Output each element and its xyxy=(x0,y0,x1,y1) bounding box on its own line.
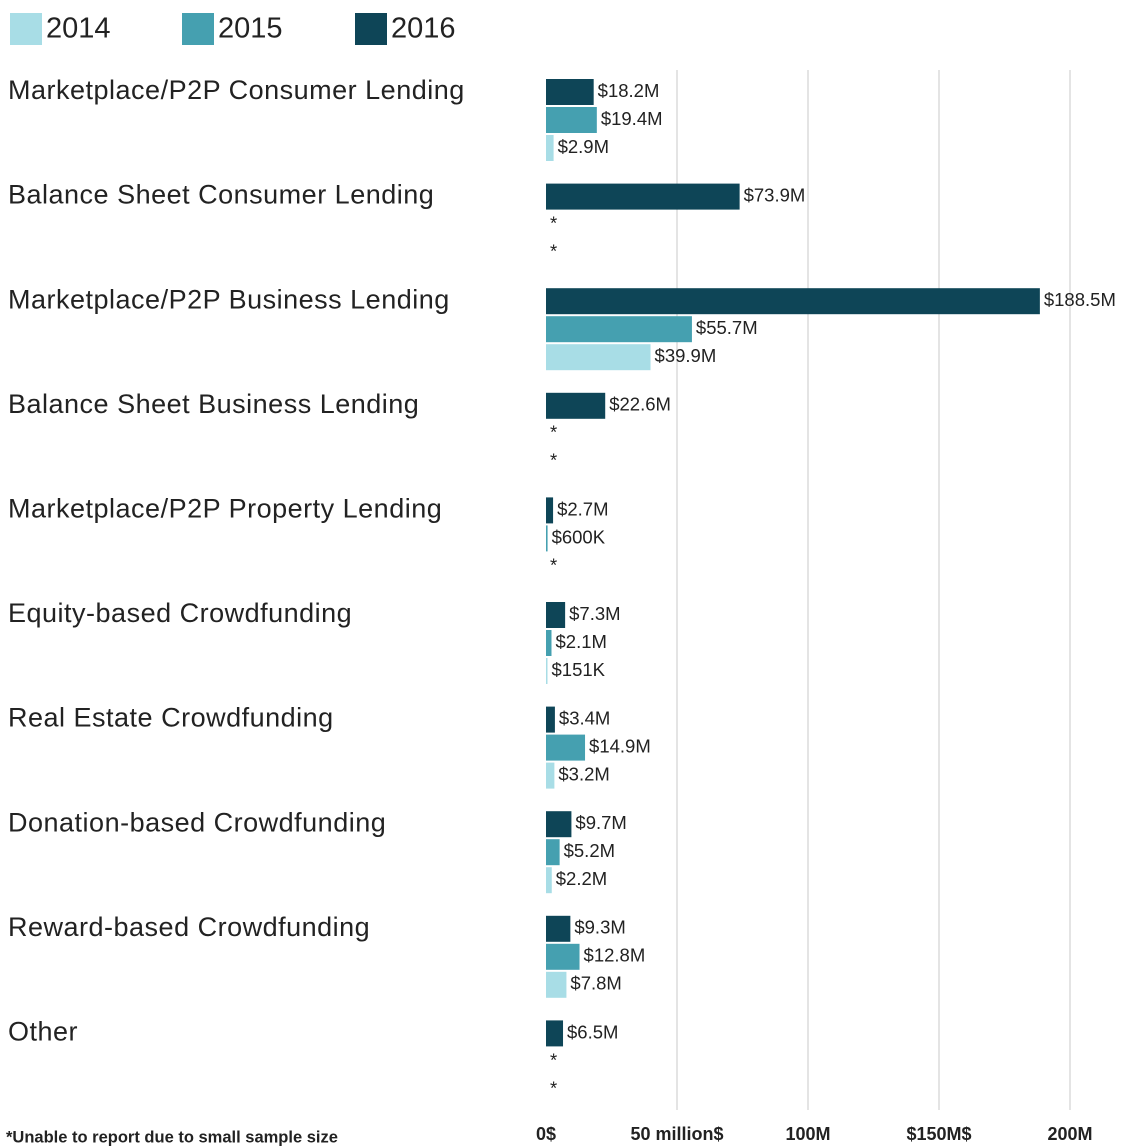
value-label: $3.4M xyxy=(559,707,610,728)
x-tick-label: 200M xyxy=(1047,1124,1092,1144)
legend-swatch xyxy=(182,13,214,45)
value-label: $18.2M xyxy=(598,80,660,101)
value-label: $2.9M xyxy=(558,136,609,157)
value-label: * xyxy=(550,1077,557,1098)
bar xyxy=(546,316,692,343)
x-tick-label: 0$ xyxy=(536,1124,556,1144)
category-label: Marketplace/P2P Consumer Lending xyxy=(8,75,465,105)
x-tick-label: $150M$ xyxy=(906,1124,971,1144)
category-label: Balance Sheet Business Lending xyxy=(8,389,419,419)
value-label: $7.3M xyxy=(569,603,620,624)
legend-label: 2014 xyxy=(46,13,111,45)
bar xyxy=(546,762,555,789)
category-label: Other xyxy=(8,1017,78,1047)
value-label: $600K xyxy=(552,526,606,547)
value-label: $151K xyxy=(552,659,606,680)
bar xyxy=(546,658,548,684)
bar xyxy=(546,1020,564,1047)
value-label: $188.5M xyxy=(1044,289,1116,310)
legend-swatch xyxy=(10,13,42,45)
bar xyxy=(546,79,594,105)
value-label: * xyxy=(550,450,557,471)
category-label: Marketplace/P2P Property Lending xyxy=(8,494,442,524)
category-label: Equity-based Crowdfunding xyxy=(8,598,352,628)
value-label: * xyxy=(550,212,557,233)
category-label: Marketplace/P2P Business Lending xyxy=(8,284,450,314)
value-label: $39.9M xyxy=(655,345,717,366)
category-label: Donation-based Crowdfunding xyxy=(8,807,386,837)
value-label: $22.6M xyxy=(609,394,671,415)
bar xyxy=(546,915,571,942)
bar xyxy=(546,602,566,628)
x-tick-label: 100M xyxy=(785,1124,830,1144)
bar xyxy=(546,971,567,998)
value-label: $12.8M xyxy=(584,945,646,966)
value-label: $2.7M xyxy=(557,498,608,519)
footnote: *Unable to report due to small sample si… xyxy=(6,1128,338,1146)
legend-swatch xyxy=(355,13,387,45)
bar xyxy=(546,839,560,866)
category-label: Reward-based Crowdfunding xyxy=(8,912,370,942)
legend-label: 2016 xyxy=(391,13,456,45)
value-label: $19.4M xyxy=(601,108,663,129)
bar xyxy=(546,497,554,524)
bar xyxy=(546,811,572,838)
bar xyxy=(546,107,597,133)
bar xyxy=(546,734,586,761)
value-label: $2.2M xyxy=(556,868,607,889)
value-label: $73.9M xyxy=(744,184,806,205)
category-label: Balance Sheet Consumer Lending xyxy=(8,180,434,210)
bar xyxy=(546,630,552,656)
bar xyxy=(546,943,580,970)
value-label: $9.7M xyxy=(575,812,626,833)
value-label: $9.3M xyxy=(574,917,625,938)
value-label: $55.7M xyxy=(696,317,758,338)
bar xyxy=(546,288,1040,315)
x-tick-label: 50 million$ xyxy=(630,1124,723,1144)
bar xyxy=(546,525,548,552)
bar xyxy=(546,183,740,210)
value-label: $3.2M xyxy=(558,763,609,784)
value-label: $14.9M xyxy=(589,735,651,756)
value-label: $6.5M xyxy=(567,1021,618,1042)
legend-label: 2015 xyxy=(218,13,283,45)
bar xyxy=(546,344,651,371)
value-label: * xyxy=(550,422,557,443)
value-label: $5.2M xyxy=(564,840,615,861)
bar xyxy=(546,135,554,161)
value-label: $7.8M xyxy=(570,973,621,994)
value-label: * xyxy=(550,554,557,575)
value-label: $2.1M xyxy=(556,631,607,652)
value-label: * xyxy=(550,240,557,261)
value-label: * xyxy=(550,1049,557,1070)
category-label: Real Estate Crowdfunding xyxy=(8,703,334,733)
bar xyxy=(546,706,555,733)
bar xyxy=(546,392,606,419)
bar xyxy=(546,867,552,894)
